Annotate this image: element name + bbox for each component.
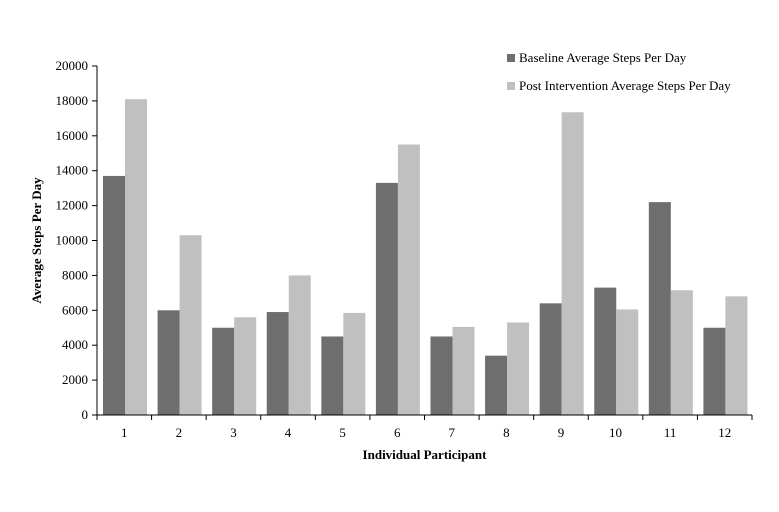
y-axis-title: Average Steps Per Day	[29, 177, 44, 304]
bar-baseline-1	[103, 175, 125, 415]
x-tick-label: 5	[339, 425, 346, 440]
bar-post-intervention-11	[670, 290, 693, 415]
x-tick-label: 7	[449, 425, 456, 440]
bars-group	[103, 99, 748, 416]
legend-label: Baseline Average Steps Per Day	[519, 50, 687, 65]
bar-post-intervention-12	[725, 296, 748, 415]
bar-post-intervention-9	[561, 112, 584, 416]
bar-baseline-12	[703, 327, 726, 415]
x-axis-title: Individual Participant	[363, 447, 488, 462]
bar-baseline-8	[485, 355, 508, 415]
y-tick-label: 10000	[56, 233, 89, 248]
x-tick-label: 9	[558, 425, 565, 440]
bar-post-intervention-2	[179, 235, 202, 415]
y-tick-label: 4000	[62, 337, 88, 352]
legend: Baseline Average Steps Per Day Post Inter…	[507, 50, 731, 93]
y-tick-label: 8000	[62, 267, 88, 282]
bar-baseline-11	[648, 202, 671, 415]
legend-label: Post Intervention Average Steps Per Day	[519, 78, 731, 93]
x-tick-label: 6	[394, 425, 401, 440]
bar-baseline-6	[375, 182, 398, 415]
bar-baseline-2	[157, 310, 180, 415]
y-tick-label: 20000	[56, 58, 89, 73]
bar-baseline-5	[321, 336, 344, 415]
bar-post-intervention-10	[616, 309, 639, 415]
y-tick-label: 16000	[56, 128, 89, 143]
y-tick-label: 12000	[56, 198, 89, 213]
x-tick-label: 11	[664, 425, 677, 440]
bar-post-intervention-4	[288, 275, 311, 415]
x-tick-label: 2	[176, 425, 183, 440]
bar-baseline-4	[266, 312, 289, 415]
x-tick-label: 8	[503, 425, 510, 440]
y-tick-label: 2000	[62, 372, 88, 387]
y-tick-label: 18000	[56, 93, 89, 108]
y-tick-label: 0	[82, 407, 89, 422]
y-axis-ticks: 0 2000 4000 6000 8000 10000 12000 14000 16000 180…	[56, 58, 97, 422]
y-tick-label: 6000	[62, 302, 88, 317]
y-tick-label: 14000	[56, 163, 89, 178]
legend-swatch	[507, 82, 515, 90]
bar-baseline-9	[539, 303, 562, 415]
bar-post-intervention-8	[507, 322, 530, 415]
bar-post-intervention-6	[397, 144, 420, 415]
x-tick-label: 1	[121, 425, 128, 440]
bar-post-intervention-7	[452, 326, 475, 415]
x-tick-label: 12	[718, 425, 731, 440]
x-tick-label: 10	[609, 425, 622, 440]
legend-swatch	[507, 54, 515, 62]
bar-post-intervention-1	[125, 99, 147, 415]
bar-baseline-10	[594, 287, 617, 415]
x-tick-label: 4	[285, 425, 292, 440]
bar-baseline-7	[430, 336, 453, 415]
x-axis-ticks: 1 2 3 4 5 6 7 8 9 10 11 12	[96, 415, 753, 440]
x-tick-label: 3	[230, 425, 237, 440]
bar-post-intervention-5	[343, 312, 366, 415]
bar-baseline-3	[212, 327, 235, 415]
bar-post-intervention-3	[234, 317, 257, 415]
